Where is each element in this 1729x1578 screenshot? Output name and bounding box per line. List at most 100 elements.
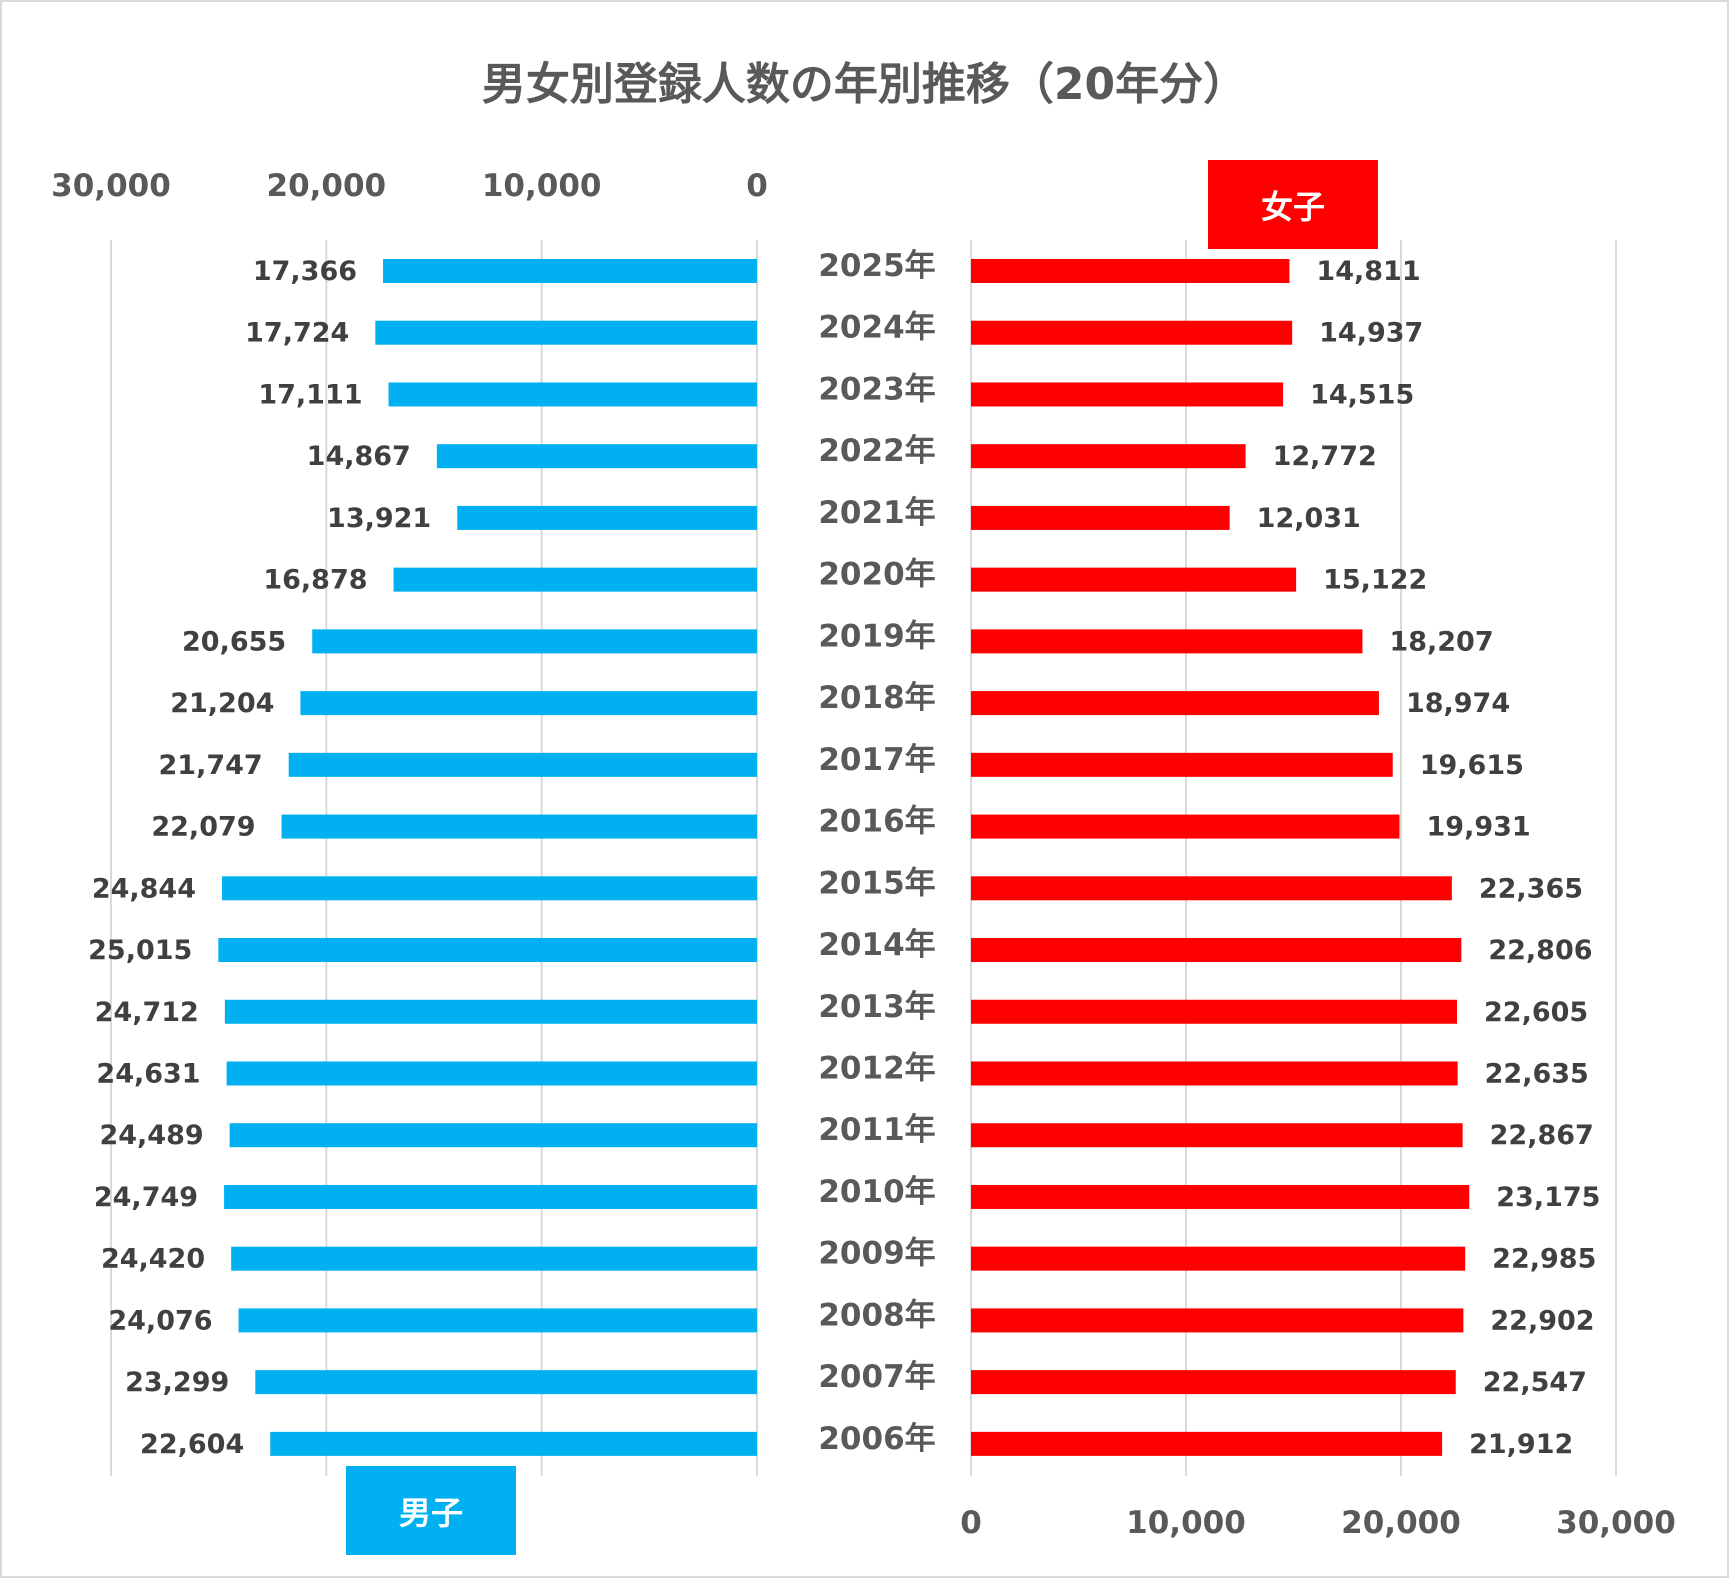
male-data-label: 17,724: [245, 318, 349, 349]
year-label: 2017年: [818, 742, 935, 778]
male-data-label: 24,631: [96, 1058, 200, 1089]
female-data-label: 14,937: [1319, 318, 1423, 349]
female-data-label: 18,974: [1406, 688, 1510, 719]
year-label: 2008年: [818, 1297, 935, 1333]
male-data-label: 20,655: [182, 626, 286, 657]
male-data-label: 17,111: [258, 379, 362, 410]
female-data-label: 15,122: [1323, 565, 1427, 596]
female-data-label: 22,547: [1483, 1367, 1587, 1398]
male-bar: [300, 691, 757, 716]
year-label: 2011年: [818, 1112, 935, 1148]
year-label: 2010年: [818, 1174, 935, 1210]
year-label: 2020年: [818, 557, 935, 593]
male-data-label: 22,604: [140, 1429, 244, 1460]
male-data-label: 24,749: [94, 1182, 198, 1213]
year-label: 2016年: [818, 804, 935, 840]
male-bar: [457, 505, 757, 530]
female-bar: [971, 876, 1452, 901]
male-bar: [224, 999, 757, 1024]
female-bar: [971, 814, 1400, 839]
male-bar: [229, 1123, 758, 1148]
male-data-label: 14,867: [307, 441, 411, 472]
male-data-label: 24,489: [99, 1120, 203, 1151]
year-label: 2024年: [818, 310, 935, 346]
male-data-label: 16,878: [263, 565, 367, 596]
male-data-label: 24,076: [108, 1305, 212, 1336]
male-bar: [288, 752, 757, 777]
year-label: 2015年: [818, 865, 935, 901]
year-label: 2018年: [818, 680, 935, 716]
female-data-label: 22,867: [1490, 1120, 1594, 1151]
female-data-label: 12,031: [1257, 503, 1361, 534]
female-data-label: 14,515: [1310, 379, 1414, 410]
year-label: 2009年: [818, 1236, 935, 1272]
female-data-label: 22,806: [1488, 935, 1592, 966]
female-data-label: 19,615: [1420, 750, 1524, 781]
right-axis-tick: 30,000: [1556, 1505, 1676, 1541]
year-label: 2021年: [818, 495, 935, 531]
female-bar: [971, 1123, 1463, 1148]
male-bar: [255, 1370, 757, 1395]
male-data-label: 21,747: [159, 750, 263, 781]
male-bar: [393, 567, 757, 592]
male-data-label: 22,079: [151, 812, 255, 843]
male-data-label: 24,844: [92, 873, 196, 904]
male-data-label: 23,299: [125, 1367, 229, 1398]
female-data-label: 22,635: [1485, 1058, 1589, 1089]
female-bar: [971, 1246, 1466, 1271]
legend-female-label: 女子: [1260, 187, 1325, 226]
year-label: 2012年: [818, 1050, 935, 1086]
right-axis-tick: 0: [960, 1505, 982, 1541]
year-label: 2014年: [818, 927, 935, 963]
year-label: 2007年: [818, 1359, 935, 1395]
male-bar: [238, 1308, 757, 1333]
legend-male-label: 男子: [398, 1493, 463, 1532]
female-data-label: 18,207: [1389, 626, 1493, 657]
male-data-label: 24,420: [101, 1244, 205, 1275]
chart-title: 男女別登録人数の年別推移（20年分）: [481, 59, 1248, 110]
year-label: 2025年: [818, 248, 935, 284]
male-data-label: 21,204: [170, 688, 274, 719]
male-bar: [383, 259, 757, 283]
male-data-label: 17,366: [253, 256, 357, 287]
male-bar: [222, 876, 757, 901]
female-bar: [971, 320, 1293, 345]
male-bar: [388, 382, 757, 407]
female-bar: [971, 1061, 1458, 1086]
female-data-label: 22,902: [1490, 1305, 1594, 1336]
female-data-label: 23,175: [1496, 1182, 1600, 1213]
female-data-label: 22,985: [1492, 1244, 1596, 1275]
female-bar: [971, 938, 1462, 963]
female-bar: [971, 999, 1458, 1024]
female-bar: [971, 444, 1246, 469]
male-data-label: 24,712: [95, 997, 199, 1028]
legend-male: 男子: [346, 1466, 516, 1555]
male-bar: [281, 814, 757, 839]
female-bar: [971, 691, 1379, 716]
female-bar: [971, 1370, 1456, 1395]
right-axis-tick: 20,000: [1341, 1505, 1461, 1541]
male-bar: [270, 1431, 757, 1456]
male-bar: [224, 1184, 757, 1209]
male-data-label: 25,015: [88, 935, 192, 966]
left-axis-tick: 0: [746, 168, 768, 204]
female-data-label: 22,365: [1479, 873, 1583, 904]
female-bar: [971, 259, 1290, 283]
female-bar: [971, 567, 1297, 592]
right-axis-tick: 10,000: [1126, 1505, 1246, 1541]
male-bar: [218, 938, 757, 963]
female-bar: [971, 629, 1363, 654]
female-bar: [971, 505, 1230, 530]
female-data-label: 22,605: [1484, 997, 1588, 1028]
female-data-label: 14,811: [1316, 256, 1420, 287]
legend-female: 女子: [1208, 160, 1378, 249]
year-label: 2023年: [818, 371, 935, 407]
female-bar: [971, 1308, 1464, 1333]
year-label: 2013年: [818, 989, 935, 1025]
female-data-label: 19,931: [1427, 812, 1531, 843]
female-data-label: 21,912: [1469, 1429, 1573, 1460]
male-bar: [226, 1061, 757, 1086]
female-data-label: 12,772: [1273, 441, 1377, 472]
male-bar: [312, 629, 757, 654]
